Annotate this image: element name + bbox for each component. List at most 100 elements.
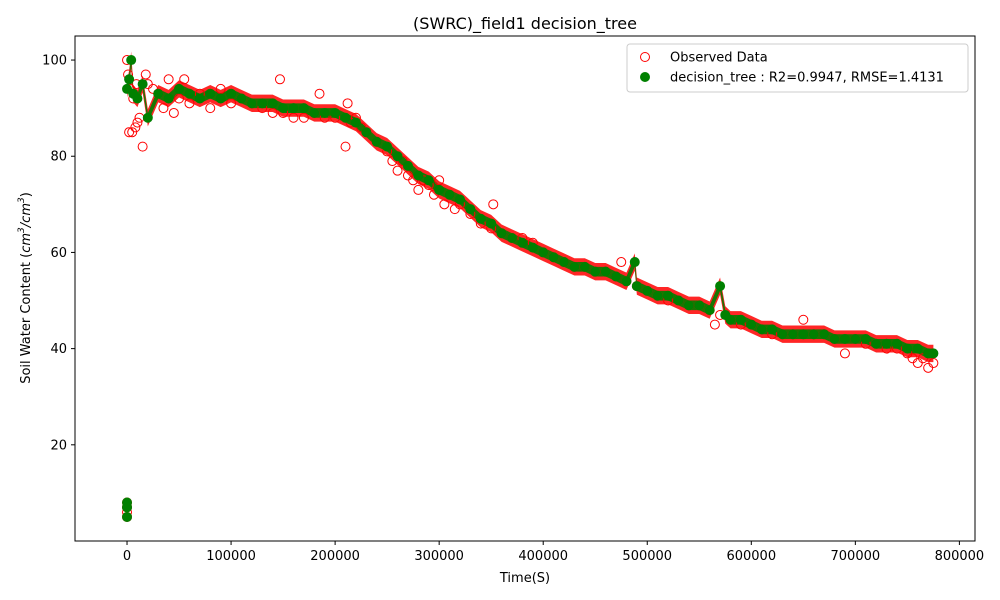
x-tick-label: 200000 [310,549,360,564]
y-axis-title-unit-base-1: cm [19,233,34,253]
legend-predicted-marker [640,72,650,82]
predicted-point [465,204,476,215]
predicted-point [137,79,148,90]
observed-point [288,112,299,123]
observed-point [928,358,939,369]
observed-point [127,127,138,138]
predicted-point [163,93,174,104]
predicted-point [246,98,257,109]
observed-point [298,112,309,123]
observed-density-band [127,51,934,363]
legend-frame [626,43,969,93]
observed-point [439,199,450,210]
predicted-point [298,103,309,114]
observed-point [205,103,216,114]
observed-point [140,69,151,80]
predicted-point [683,300,694,311]
predicted-point [735,314,746,325]
y-tick-label: 40 [50,342,67,357]
y-axis-title-prefix: Soil Water Content ( [19,253,34,384]
predicted-point [777,329,788,340]
predicted-point [767,324,778,335]
predicted-point [475,213,486,224]
predicted-point [600,266,611,277]
y-axis-title: Soil Water Content (cm3/cm3) [17,192,34,384]
predicted-point [122,511,133,522]
predicted-point [902,343,913,354]
predicted-series [122,55,939,522]
x-tick-label: 500000 [622,549,672,564]
observed-point [137,141,148,152]
predicted-point [517,237,528,248]
predicted-point [496,228,507,239]
y-axis: 20 40 60 80 100 [42,54,75,453]
observed-point [798,314,809,325]
observed-point [179,74,190,85]
predicted-point [413,170,424,181]
predicted-point [808,329,819,340]
predicted-point [205,88,216,99]
observed-point [342,98,353,109]
predicted-point [819,329,830,340]
y-axis-title-unit-base-2: cm [19,203,34,223]
predicted-point [756,324,767,335]
predicted-point [392,151,403,162]
observed-point [392,165,403,176]
x-tick-label: 600000 [726,549,776,564]
x-tick-label: 0 [123,549,131,564]
predicted-point [652,290,663,301]
observed-point [616,257,627,268]
y-tick-label: 100 [42,54,67,69]
predicted-point [673,295,684,306]
predicted-point [839,334,850,344]
observed-point [488,199,499,210]
predicted-point [569,261,580,272]
observed-point [215,83,226,94]
predicted-point [631,281,642,292]
legend-predicted-label: decision_tree : R2=0.9947, RMSE=1.4131 [670,71,944,86]
predicted-point [506,233,517,243]
predicted-point [434,184,445,195]
predicted-point [621,276,632,287]
predicted-point [454,194,465,205]
legend: Observed Data decision_tree : R2=0.9947,… [626,43,969,93]
predicted-point [288,103,299,114]
predicted-point [527,242,538,253]
predicted-point [267,98,278,109]
observed-point [709,319,720,330]
predicted-point [611,271,622,282]
predicted-point [340,112,351,123]
predicted-point [642,285,653,296]
observed-point [163,74,174,85]
x-tick-label: 300000 [414,549,464,564]
observed-point [267,107,278,118]
predicted-point [226,88,237,99]
legend-observed-label: Observed Data [670,51,768,66]
y-axis-title-suffix: ) [19,192,34,197]
predicted-point [257,98,268,109]
predicted-point [319,107,330,118]
predicted-point [928,348,939,359]
y-axis-title-unit-exp-2: 3 [17,197,27,203]
y-axis-title-unit-sep: / [19,221,34,228]
data-density-bands [127,51,934,363]
predicted-point [629,257,640,268]
predicted-point [860,334,871,344]
observed-point [174,93,185,104]
predicted-point [590,266,601,277]
predicted-point [694,300,705,311]
x-tick-label: 800000 [935,549,985,564]
observed-point [434,175,445,186]
y-axis-title-unit-exp-1: 3 [17,227,27,233]
x-tick-label: 100000 [206,549,256,564]
predicted-point [881,338,892,349]
observed-point [226,98,237,109]
predicted-point [663,290,674,301]
observed-point [839,348,850,359]
predicted-point [278,103,289,114]
predicted-point [787,329,798,340]
predicted-point [486,218,497,229]
predicted-point [236,93,247,104]
x-tick-label: 700000 [831,549,881,564]
